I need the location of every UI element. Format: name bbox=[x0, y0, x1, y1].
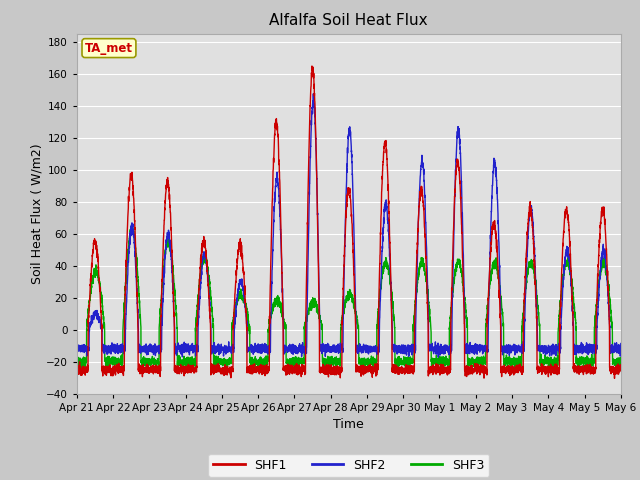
SHF3 bbox=[174, 366, 182, 372]
SHF1 bbox=[73, 367, 81, 373]
SHF1 bbox=[611, 375, 618, 381]
SHF3 bbox=[441, 360, 449, 366]
X-axis label: Time: Time bbox=[333, 418, 364, 431]
SHF1 bbox=[471, 364, 479, 370]
SHF3 bbox=[128, 223, 136, 229]
SHF1 bbox=[617, 362, 625, 368]
SHF2 bbox=[171, 324, 179, 329]
SHF2 bbox=[73, 343, 81, 348]
SHF2 bbox=[471, 350, 479, 356]
SHF3 bbox=[329, 358, 337, 364]
SHF2 bbox=[617, 341, 625, 347]
SHF1 bbox=[616, 364, 624, 370]
SHF2 bbox=[329, 347, 337, 353]
SHF2 bbox=[310, 91, 317, 96]
SHF3 bbox=[471, 358, 479, 363]
SHF1 bbox=[329, 369, 337, 374]
SHF3 bbox=[502, 357, 509, 362]
SHF3 bbox=[616, 364, 624, 370]
SHF1 bbox=[308, 63, 316, 69]
SHF2 bbox=[616, 353, 624, 359]
Legend: SHF1, SHF2, SHF3: SHF1, SHF2, SHF3 bbox=[209, 454, 489, 477]
Line: SHF1: SHF1 bbox=[77, 66, 621, 378]
Text: TA_met: TA_met bbox=[85, 42, 133, 55]
SHF2 bbox=[502, 348, 509, 354]
SHF3 bbox=[617, 364, 625, 370]
Y-axis label: Soil Heat Flux ( W/m2): Soil Heat Flux ( W/m2) bbox=[30, 144, 43, 284]
SHF2 bbox=[435, 354, 442, 360]
Title: Alfalfa Soil Heat Flux: Alfalfa Soil Heat Flux bbox=[269, 13, 428, 28]
SHF1 bbox=[502, 371, 509, 376]
SHF2 bbox=[441, 347, 449, 352]
SHF1 bbox=[441, 370, 449, 375]
Line: SHF3: SHF3 bbox=[77, 226, 621, 369]
SHF3 bbox=[73, 358, 81, 363]
Line: SHF2: SHF2 bbox=[77, 94, 621, 357]
SHF3 bbox=[171, 286, 179, 292]
SHF1 bbox=[171, 365, 179, 371]
